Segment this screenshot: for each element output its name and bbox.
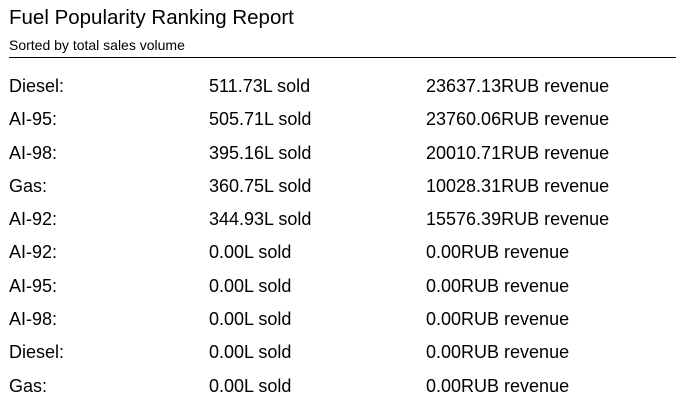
revenue: 23637.13RUB revenue xyxy=(426,76,610,96)
revenue: 10028.31RUB revenue xyxy=(426,175,610,196)
ranking-row: AI-92: 344.93L sold 15576.39RUB revenue xyxy=(0,207,678,240)
fuel-name: Gas: xyxy=(9,375,48,396)
volume-sold: 511.73L sold xyxy=(209,76,311,96)
revenue: 23760.06RUB revenue xyxy=(426,109,610,130)
volume-sold: 0.00L sold xyxy=(209,375,292,396)
revenue: 0.00RUB revenue xyxy=(426,242,570,263)
ranking-row: AI-95: 0.00L sold 0.00RUB revenue xyxy=(0,274,678,307)
ranking-row: Gas: 360.75L sold 10028.31RUB revenue xyxy=(0,174,678,207)
revenue: 0.00RUB revenue xyxy=(426,375,570,396)
fuel-name: Gas: xyxy=(9,175,48,196)
report-subtitle: Sorted by total sales volume xyxy=(9,37,185,53)
fuel-name: AI-95: xyxy=(9,109,58,130)
volume-sold: 344.93L sold xyxy=(209,209,312,230)
volume-sold: 0.00L sold xyxy=(209,275,292,296)
report-title: Fuel Popularity Ranking Report xyxy=(9,6,294,29)
fuel-name: AI-98: xyxy=(9,309,58,330)
volume-sold: 505.71L sold xyxy=(209,109,312,130)
ranking-row: AI-98: 0.00L sold 0.00RUB revenue xyxy=(0,307,678,340)
fuel-name: Diesel: xyxy=(9,76,65,96)
volume-sold: 0.00L sold xyxy=(209,242,292,263)
ranking-row: Gas: 0.00L sold 0.00RUB revenue xyxy=(0,374,678,407)
revenue: 20010.71RUB revenue xyxy=(426,142,610,163)
fuel-name: AI-92: xyxy=(9,209,58,230)
revenue: 0.00RUB revenue xyxy=(426,342,570,363)
ranking-row: Diesel: 0.00L sold 0.00RUB revenue xyxy=(0,340,678,373)
ranking-row: AI-98: 395.16L sold 20010.71RUB revenue xyxy=(0,141,678,174)
fuel-name: Diesel: xyxy=(9,342,65,363)
revenue: 15576.39RUB revenue xyxy=(426,209,610,230)
volume-sold: 0.00L sold xyxy=(209,309,292,330)
ranking-list: Diesel: 511.73L sold 23637.13RUB revenue… xyxy=(0,74,678,407)
fuel-name: AI-98: xyxy=(9,142,58,163)
header-divider xyxy=(9,57,676,58)
fuel-name: AI-95: xyxy=(9,275,58,296)
volume-sold: 0.00L sold xyxy=(209,342,292,363)
revenue: 0.00RUB revenue xyxy=(426,309,570,330)
volume-sold: 395.16L sold xyxy=(209,142,312,163)
fuel-name: AI-92: xyxy=(9,242,58,263)
ranking-row: AI-95: 505.71L sold 23760.06RUB revenue xyxy=(0,107,678,140)
ranking-row: AI-92: 0.00L sold 0.00RUB revenue xyxy=(0,240,678,273)
volume-sold: 360.75L sold xyxy=(209,175,312,196)
ranking-row: Diesel: 511.73L sold 23637.13RUB revenue xyxy=(0,74,678,107)
revenue: 0.00RUB revenue xyxy=(426,275,570,296)
